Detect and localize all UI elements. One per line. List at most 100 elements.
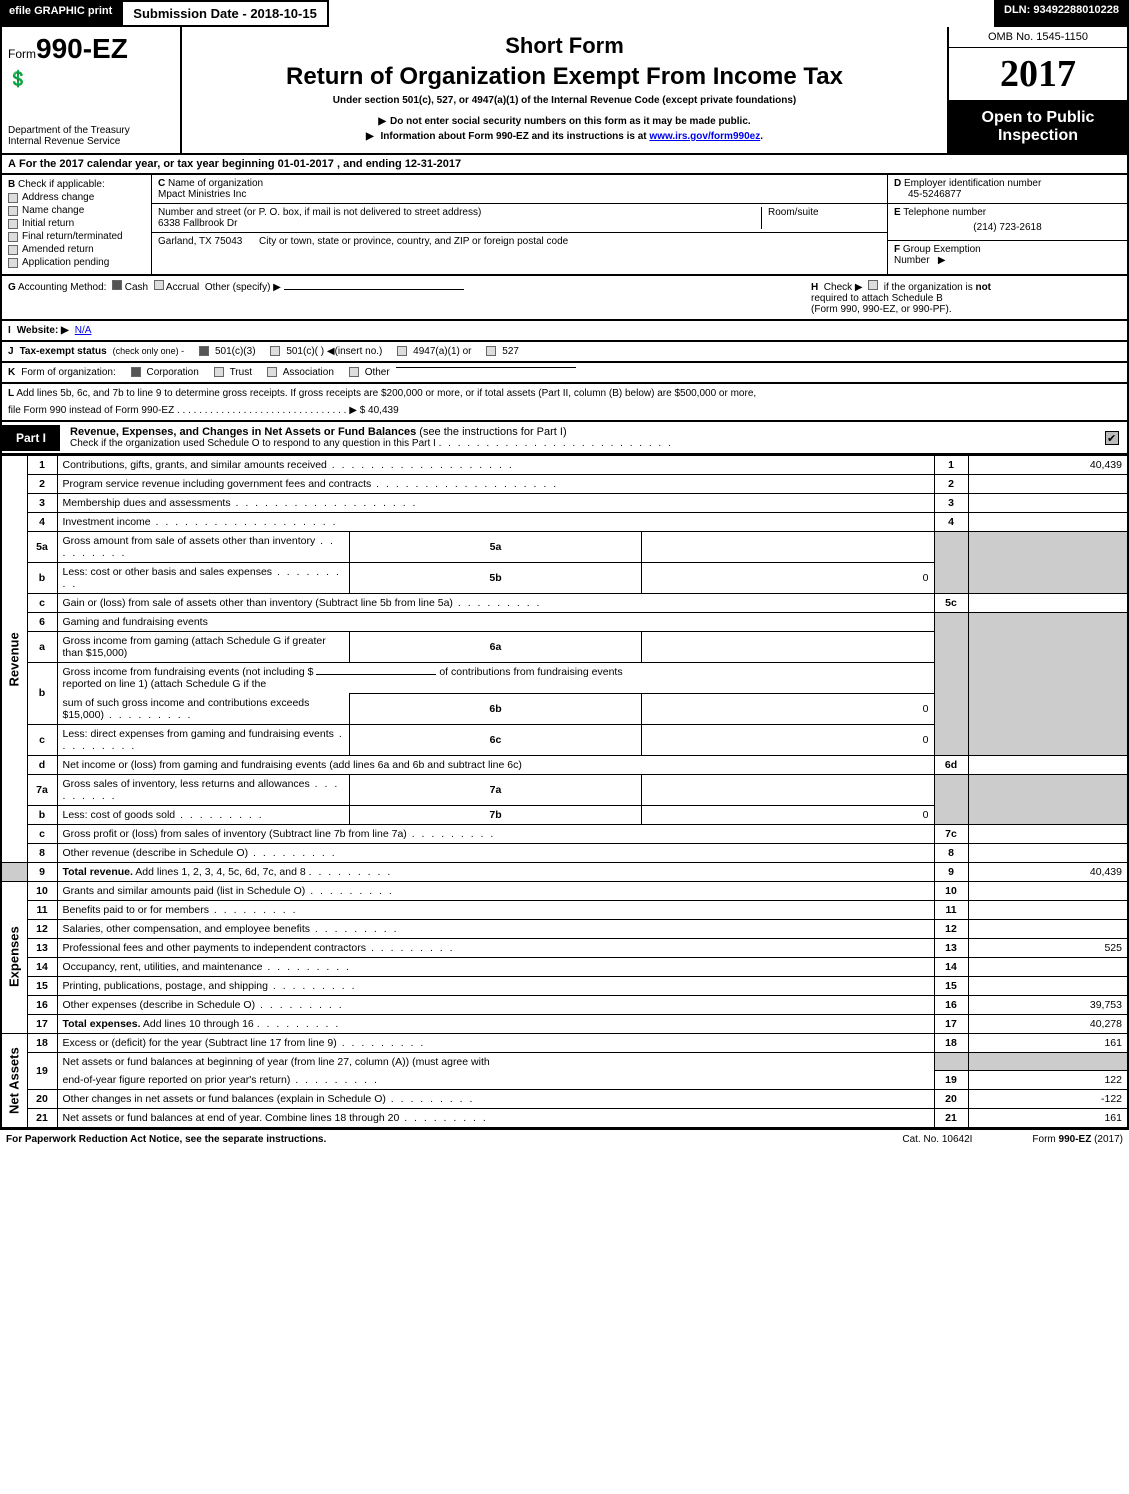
line-8: 8 Other revenue (describe in Schedule O)… [1, 843, 1128, 862]
form-header: Form990-EZ 💲 Department of the Treasury … [0, 27, 1129, 155]
line-desc: Other changes in net assets or fund bala… [57, 1090, 934, 1109]
chk-trust-icon[interactable] [214, 367, 224, 377]
sub-num: 5a [349, 532, 641, 563]
checkbox-accrual-icon[interactable] [154, 280, 164, 290]
paperwork-notice: For Paperwork Reduction Act Notice, see … [6, 1134, 326, 1145]
group-exemption-label: Group Exemption [903, 244, 981, 255]
revenue-sidelabel: Revenue [1, 456, 27, 863]
checkbox-h-icon[interactable] [868, 280, 878, 290]
header-right: OMB No. 1545-1150 2017 Open to Public In… [947, 27, 1127, 153]
website-value[interactable]: N/A [75, 325, 92, 336]
line-numcol: 1 [934, 456, 968, 475]
sub-value: 0 [642, 563, 934, 594]
line-number: 1 [27, 456, 57, 475]
l9-arrow [309, 866, 393, 878]
chk-initial-return[interactable]: Initial return [8, 218, 145, 229]
cat-no: Cat. No. 10642I [902, 1134, 972, 1145]
chk-corporation-icon[interactable] [131, 367, 141, 377]
dln-label: DLN: 93492288010228 [994, 0, 1129, 27]
grey-cell [968, 613, 1128, 756]
under-section-text: Under section 501(c), 527, or 4947(a)(1)… [333, 95, 796, 106]
efile-print-button[interactable]: efile GRAPHIC print [0, 0, 121, 27]
street-label: Number and street (or P. O. box, if mail… [158, 207, 481, 218]
irs-link[interactable]: www.irs.gov/form990ez [649, 131, 760, 142]
grey-cell [968, 774, 1128, 824]
chk-527-icon[interactable] [486, 346, 496, 356]
expenses-sidelabel: Expenses [1, 881, 27, 1033]
line-14: 14 Occupancy, rent, utilities, and maint… [1, 957, 1128, 976]
line-value [968, 957, 1128, 976]
line-numcol: 14 [934, 957, 968, 976]
cash-label: Cash [125, 282, 148, 293]
sub-num: 7b [349, 805, 641, 824]
line-desc: end-of-year figure reported on prior yea… [57, 1071, 934, 1090]
room-suite-label: Room/suite [768, 207, 819, 218]
label-j: J [8, 346, 14, 357]
chk-label: Address change [22, 192, 94, 203]
checkbox-cash-icon[interactable] [112, 280, 122, 290]
org-info-block: B Check if applicable: Address change Na… [0, 175, 1129, 276]
part-i-tag: Part I [2, 425, 60, 451]
other-org-line[interactable] [396, 367, 576, 368]
chk-4947-icon[interactable] [397, 346, 407, 356]
chk-application-pending[interactable]: Application pending [8, 257, 145, 268]
line-number: 8 [27, 843, 57, 862]
part-i-table: Revenue 1 Contributions, gifts, grants, … [0, 455, 1129, 1129]
chk-label: Amended return [22, 244, 94, 255]
line-desc: Less: cost of goods sold [57, 805, 349, 824]
line-desc: Benefits paid to or for members [57, 900, 934, 919]
line-desc: Excess or (deficit) for the year (Subtra… [57, 1033, 934, 1052]
line-desc: Other expenses (describe in Schedule O) [57, 995, 934, 1014]
chk-association-icon[interactable] [267, 367, 277, 377]
chk-final-return[interactable]: Final return/terminated [8, 231, 145, 242]
page-footer: For Paperwork Reduction Act Notice, see … [0, 1129, 1129, 1149]
chk-address-change[interactable]: Address change [8, 192, 145, 203]
schedule-o-checkbox[interactable] [1105, 431, 1119, 445]
line-numcol: 5c [934, 594, 968, 613]
form-number-text: 990-EZ [36, 33, 128, 64]
line-numcol: 21 [934, 1109, 968, 1129]
line-desc: Less: direct expenses from gaming and fu… [57, 724, 349, 755]
line-number: b [27, 563, 57, 594]
submission-date: Submission Date - 2018-10-15 [121, 0, 329, 27]
line-number: 14 [27, 957, 57, 976]
sub-value [642, 632, 934, 663]
line-numcol: 2 [934, 475, 968, 494]
line-number: 21 [27, 1109, 57, 1129]
line-desc: Gross income from fundraising events (no… [57, 663, 934, 694]
line-value: 40,439 [968, 862, 1128, 881]
street-row: Number and street (or P. O. box, if mail… [152, 204, 887, 233]
chk-501c-icon[interactable] [270, 346, 280, 356]
chk-amended-return[interactable]: Amended return [8, 244, 145, 255]
line-number: c [27, 824, 57, 843]
chk-other-icon[interactable] [349, 367, 359, 377]
part-i-sub: Check if the organization used Schedule … [70, 438, 1087, 449]
l6b-blank[interactable] [316, 674, 436, 675]
info-about-prefix: Information about Form 990-EZ and its in… [381, 131, 650, 142]
line-19a: 19 Net assets or fund balances at beginn… [1, 1052, 1128, 1071]
line-desc: Contributions, gifts, grants, and simila… [57, 456, 934, 475]
omb-number: OMB No. 1545-1150 [949, 27, 1127, 48]
chk-name-change[interactable]: Name change [8, 205, 145, 216]
row-i-website: I Website: ▶ N/A [0, 321, 1129, 342]
part-i-header: Part I Revenue, Expenses, and Changes in… [0, 422, 1129, 455]
room-suite: Room/suite [761, 207, 881, 229]
chk-501c3-icon[interactable] [199, 346, 209, 356]
line-number: 16 [27, 995, 57, 1014]
header-left: Form990-EZ 💲 Department of the Treasury … [2, 27, 182, 153]
line-9: 9 Total revenue. Add lines 1, 2, 3, 4, 5… [1, 862, 1128, 881]
check-only-one: (check only one) - [113, 346, 185, 356]
line-desc: Gaming and fundraising events [57, 613, 934, 632]
phone-label: Telephone number [903, 207, 986, 218]
dept-treasury: Department of the Treasury Internal Reve… [8, 125, 174, 147]
other-specify-line[interactable] [284, 289, 464, 290]
opt-527: 527 [502, 346, 519, 357]
other-specify-label: Other (specify) ▶ [205, 282, 281, 293]
l-text1: Add lines 5b, 6c, and 7b to line 9 to de… [16, 388, 756, 399]
line-numcol: 18 [934, 1033, 968, 1052]
label-b: B [8, 179, 15, 190]
checkbox-icon [8, 232, 18, 242]
part-i-title-text: Revenue, Expenses, and Changes in Net As… [70, 426, 416, 438]
line-numcol: 19 [934, 1071, 968, 1090]
line-value [968, 494, 1128, 513]
